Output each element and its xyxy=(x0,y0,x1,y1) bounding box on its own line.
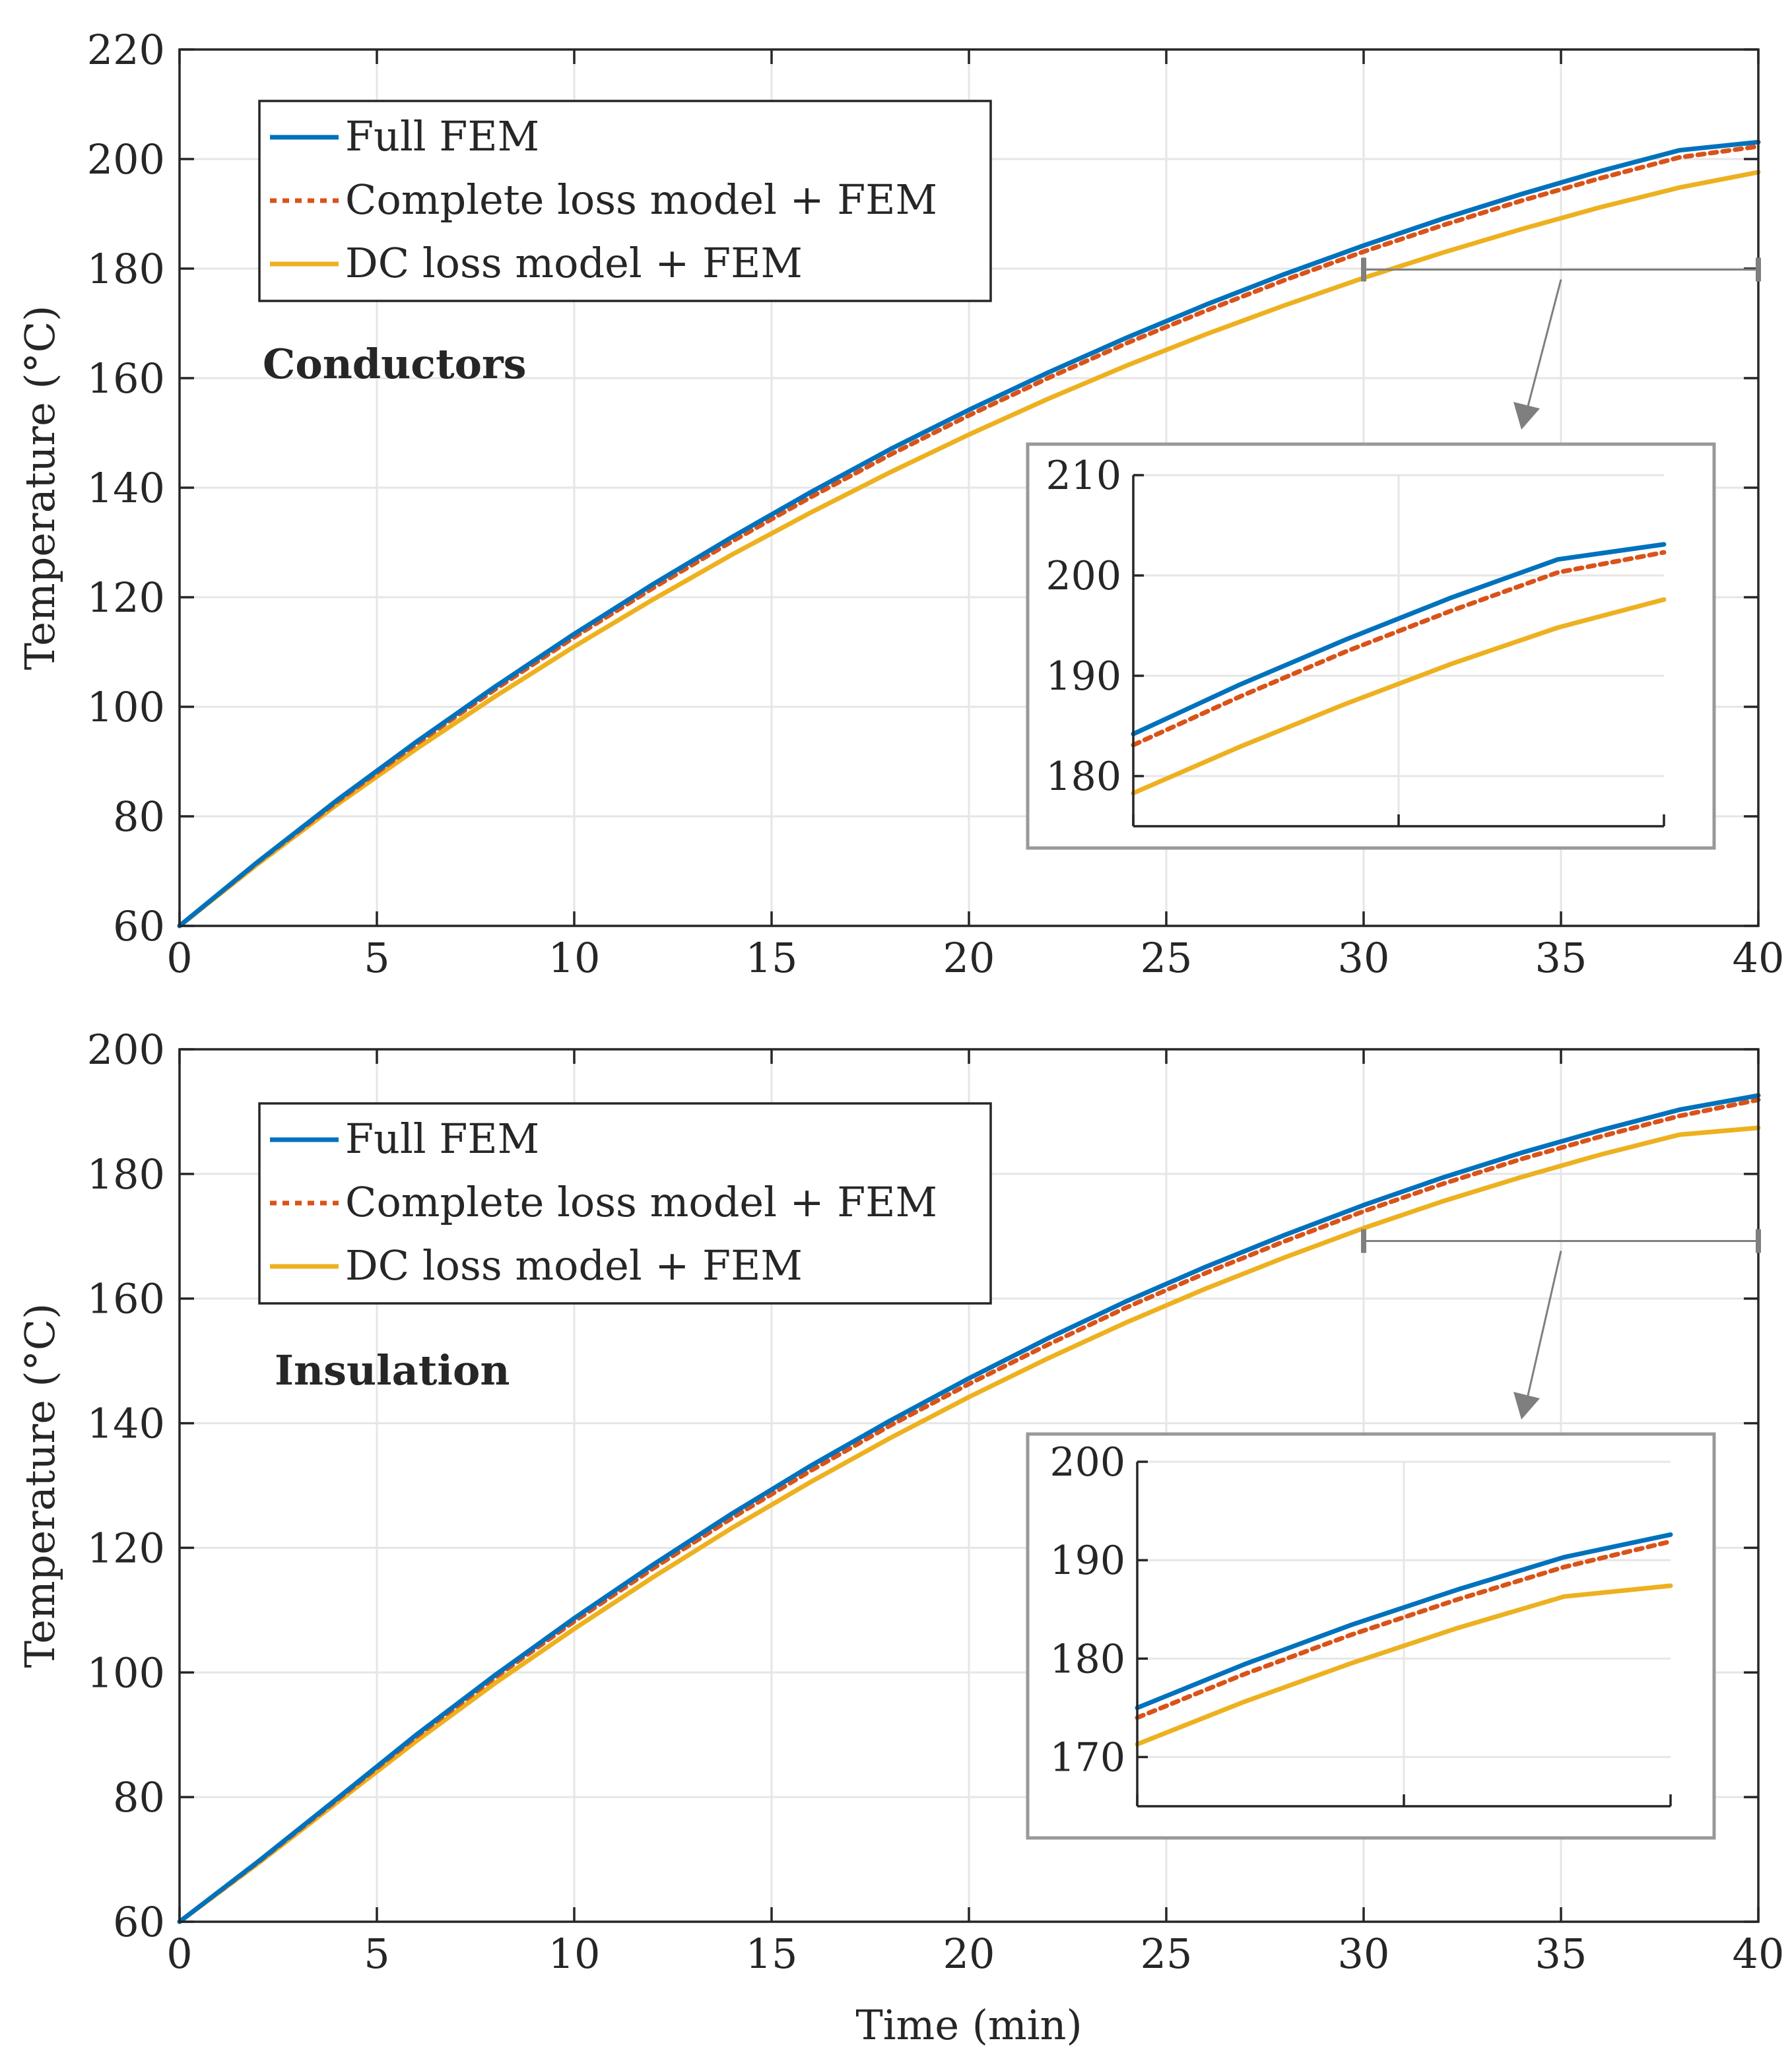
insulation-series-full-fem xyxy=(177,1093,1761,1924)
conductors-y-tick-label: 140 xyxy=(87,464,165,512)
insulation-x-tick-label: 0 xyxy=(166,1930,192,1978)
insulation-legend: Full FEM Complete loss model + FEM DC lo… xyxy=(258,1102,992,1305)
insulation-annotation: Insulation xyxy=(275,1346,510,1394)
insulation-tick-labels: 0 5 10 15 20 25 30 35 40 60 80 100 120 140 160 180 200 xyxy=(87,1026,1785,1978)
conductors-inset: 180 190 200 210 xyxy=(1026,442,1716,850)
insulation-x-tick-label: 35 xyxy=(1535,1930,1587,1978)
conductors-series-full-fem xyxy=(177,139,1761,929)
legend-box xyxy=(258,1102,992,1305)
conductors-y-tick-label: 60 xyxy=(113,902,165,950)
conductors-x-tick-label: 40 xyxy=(1733,934,1785,982)
conductors-inset-y-tick-label: 180 xyxy=(1045,754,1121,800)
conductors-annotation: Conductors xyxy=(263,340,527,388)
legend-label-dc-loss: DC loss model + FEM xyxy=(345,239,803,287)
insulation-series xyxy=(177,1093,1761,1924)
insulation-zoom-arrow-shaft xyxy=(1525,1251,1562,1402)
insulation-y-tick-label: 140 xyxy=(87,1400,165,1448)
insulation-inset-y-tick-label: 180 xyxy=(1049,1636,1125,1682)
insulation-x-tick-label: 5 xyxy=(364,1930,389,1978)
conductors-ticks xyxy=(178,48,1760,927)
conductors-y-tick-label: 80 xyxy=(113,793,165,841)
insulation-y-tick-label: 80 xyxy=(113,1773,165,1821)
conductors-y-tick-label: 120 xyxy=(87,573,165,622)
insulation-x-tick-label: 10 xyxy=(548,1930,601,1978)
insulation-inset-y-tick-label: 190 xyxy=(1049,1538,1125,1584)
insulation-inset: 170 180 190 200 xyxy=(1026,1432,1716,1840)
insulation-y-tick-label: 160 xyxy=(87,1275,165,1323)
conductors-series xyxy=(177,139,1761,929)
legend-label-full-fem: Full FEM xyxy=(345,112,539,160)
insulation-y-tick-label: 200 xyxy=(87,1026,165,1074)
legend-label-complete-loss: Complete loss model + FEM xyxy=(345,176,937,224)
conductors-tick-labels: 0 5 10 15 20 25 30 35 40 60 80 100 120 140 160 180 200 22… xyxy=(87,26,1785,982)
insulation-zoom-arrow-head xyxy=(1513,1392,1540,1420)
conductors-inset-y-tick-label: 190 xyxy=(1045,653,1121,700)
insulation-inset-series-complete-loss xyxy=(1135,1539,1673,1720)
conductors-y-axis-title: Temperature (°C) xyxy=(16,306,64,670)
conductors-inset-series-complete-loss xyxy=(1131,550,1667,748)
insulation-inset-y-tick-label: 200 xyxy=(1049,1439,1125,1486)
conductors-x-tick-label: 35 xyxy=(1535,934,1587,982)
legend-label-complete-loss: Complete loss model + FEM xyxy=(345,1178,937,1226)
insulation-y-tick-label: 120 xyxy=(87,1524,165,1572)
conductors-inset-series-full-fem xyxy=(1131,542,1667,736)
insulation-ticks xyxy=(178,1048,1760,1923)
insulation-y-axis-title: Temperature (°C) xyxy=(16,1303,64,1668)
conductors-y-tick-label: 100 xyxy=(87,683,165,731)
conductors-x-tick-label: 30 xyxy=(1338,934,1390,982)
insulation-x-tick-label: 25 xyxy=(1141,1930,1193,1978)
conductors-series-dc-loss xyxy=(177,170,1761,929)
conductors-y-tick-label: 160 xyxy=(87,354,165,403)
insulation-y-tick-label: 180 xyxy=(87,1150,165,1198)
conductors-x-tick-label: 20 xyxy=(943,934,995,982)
insulation-y-tick-label: 60 xyxy=(113,1898,165,1946)
legend-label-dc-loss: DC loss model + FEM xyxy=(345,1241,803,1290)
conductors-zoom-arrow-shaft xyxy=(1525,279,1562,412)
conductors-zoom-marker xyxy=(1361,257,1761,430)
insulation-x-tick-label: 20 xyxy=(943,1930,995,1978)
conductors-y-tick-label: 200 xyxy=(87,135,165,183)
conductors-panel: 0 5 10 15 20 25 30 35 40 60 80 100 120 140 160 180 200 22… xyxy=(16,26,1784,982)
conductors-inset-series-dc-loss xyxy=(1131,597,1667,796)
conductors-x-tick-label: 5 xyxy=(364,934,389,982)
insulation-x-tick-label: 30 xyxy=(1338,1930,1390,1978)
insulation-series-dc-loss xyxy=(177,1125,1761,1924)
insulation-y-tick-label: 100 xyxy=(87,1649,165,1697)
conductors-inset-y-tick-label: 210 xyxy=(1045,453,1121,499)
insulation-x-tick-label: 40 xyxy=(1733,1930,1785,1978)
insulation-panel: 0 5 10 15 20 25 30 35 40 60 80 100 120 140 160 180 200 T… xyxy=(16,1026,1784,1978)
conductors-y-tick-label: 180 xyxy=(87,245,165,293)
legend-box xyxy=(258,100,992,302)
conductors-x-tick-label: 0 xyxy=(166,934,192,982)
insulation-x-tick-label: 15 xyxy=(746,1930,798,1978)
insulation-zoom-marker xyxy=(1361,1229,1761,1420)
insulation-inset-y-tick-label: 170 xyxy=(1049,1734,1125,1781)
conductors-legend: Full FEM Complete loss model + FEM DC lo… xyxy=(258,100,992,302)
conductors-y-tick-label: 220 xyxy=(87,26,165,74)
conductors-inset-y-tick-label: 200 xyxy=(1045,553,1121,599)
x-axis-title: Time (min) xyxy=(855,2001,1082,2049)
insulation-inset-series-dc-loss xyxy=(1135,1583,1673,1747)
legend-label-full-fem: Full FEM xyxy=(345,1115,539,1163)
insulation-inset-series-full-fem xyxy=(1135,1532,1673,1711)
insulation-inset-box xyxy=(1026,1432,1716,1840)
conductors-x-tick-label: 25 xyxy=(1141,934,1193,982)
conductors-x-tick-label: 15 xyxy=(746,934,798,982)
conductors-inset-box xyxy=(1026,442,1716,850)
conductors-x-tick-label: 10 xyxy=(548,934,601,982)
conductors-zoom-arrow-head xyxy=(1513,402,1540,430)
